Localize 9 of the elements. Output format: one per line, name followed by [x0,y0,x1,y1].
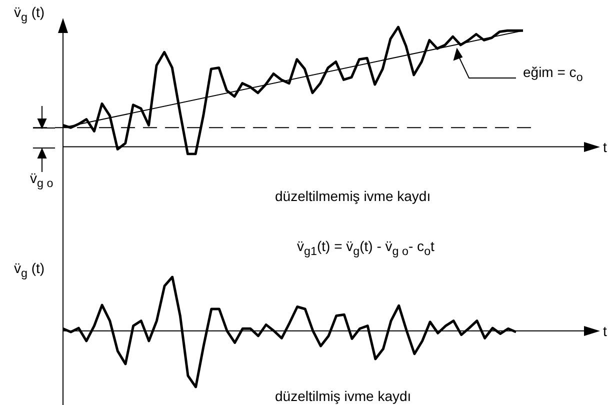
y-axis-title: v̈$_{g}$ (t) [14,4,45,26]
text: v̈$_{g o}$ [30,170,54,192]
annotation: eğim = c$_{o}$ [523,64,583,86]
text: v̈$_{g1}$(t) = v̈$_{g}$(t) - v̈$_{g o}$- c$_{o}$t [297,238,434,258]
x-axis-title: t [603,323,607,339]
text: düzeltilmiş ivme kaydı [275,388,412,404]
y-axis-title: v̈$_{g}$ (t) [14,260,45,282]
x-axis-title: t [603,139,607,155]
text: düzeltilmemiş ivme kaydı [275,188,431,204]
